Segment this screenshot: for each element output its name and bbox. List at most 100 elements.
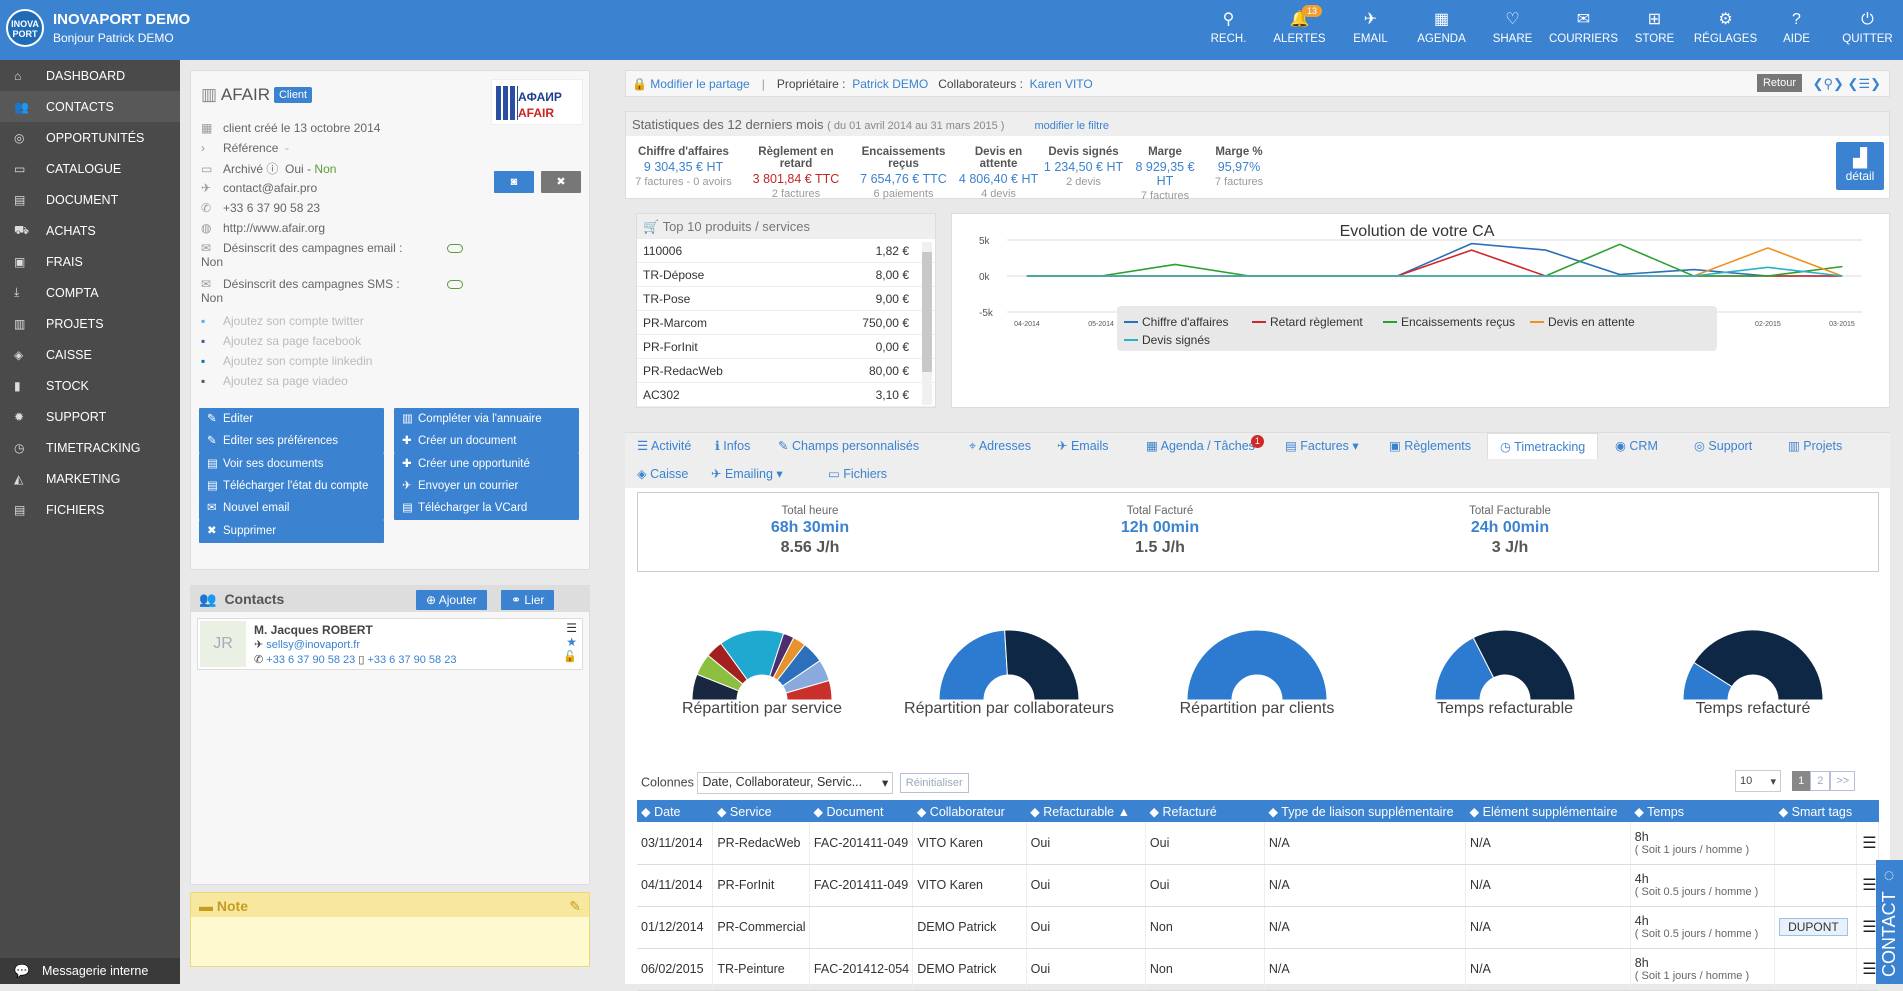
facebook-info[interactable]: ▪ Ajoutez sa page facebook — [201, 334, 361, 348]
legend-label[interactable]: Devis signés — [1142, 333, 1210, 347]
tab-champs-personnalisés[interactable]: ✎ Champs personnalisés — [778, 433, 919, 459]
add-contact-button[interactable]: ⊕ Ajouter — [416, 590, 487, 610]
table-row[interactable]: 03/11/2014 PR-RedacWeb FAC-201411-049 VITO … — [637, 822, 1880, 865]
remove-logo-button[interactable]: ✖ — [541, 171, 581, 193]
nav-power[interactable]: ⏻ QUITTER — [1832, 0, 1903, 60]
donut-slice[interactable] — [938, 629, 1008, 701]
contact-phone[interactable]: +33 6 37 90 58 23 — [266, 654, 356, 666]
owner-link[interactable]: Patrick DEMO — [852, 76, 929, 91]
sidebar-item-frais[interactable]: ▣ FRAIS — [0, 246, 180, 277]
action-button[interactable]: ▤ Voir ses documents — [199, 452, 384, 476]
link-contact-button[interactable]: ⚭ Lier — [501, 590, 555, 610]
twitter-link[interactable]: Ajoutez son compte twitter — [223, 314, 364, 328]
per-page-select[interactable]: 10 ▾ — [1735, 770, 1781, 792]
column-header[interactable]: ◆ Service — [712, 800, 810, 822]
smart-tag[interactable]: DUPONT — [1779, 918, 1848, 936]
action-button[interactable]: ▤ Télécharger l'état du compte — [199, 474, 384, 498]
donut-slice[interactable] — [1186, 629, 1328, 701]
sidebar-item-fichiers[interactable]: ▤ FICHIERS — [0, 494, 180, 525]
action-button[interactable]: ✖ Supprimer — [199, 519, 384, 543]
column-header[interactable] — [1856, 800, 1879, 822]
product-row[interactable]: PR-RedacWeb 80,00 € — [637, 359, 935, 383]
column-header[interactable]: ◆ Type de liaison supplémentaire — [1264, 800, 1466, 822]
twitter-info[interactable]: ▪ Ajoutez son compte twitter — [201, 314, 364, 328]
sidebar-item-marketing[interactable]: ◭ MARKETING — [0, 463, 180, 494]
product-row[interactable]: TR-Dépose 8,00 € — [637, 263, 935, 287]
columns-select[interactable]: Date, Collaborateur, Servic... ▾ — [697, 772, 894, 794]
camera-button[interactable]: ◙ — [494, 171, 534, 193]
sidebar-item-achats[interactable]: ⛟ ACHATS — [0, 215, 180, 246]
action-button[interactable]: ✎ Editer — [199, 408, 384, 431]
action-button[interactable]: ▥ Compléter via l'annuaire — [394, 408, 579, 431]
contact-name[interactable]: M. Jacques ROBERT — [254, 623, 373, 637]
column-header[interactable]: ◆ Elément supplémentaire — [1465, 800, 1631, 822]
tab-caisse[interactable]: ◈ Caisse — [637, 461, 688, 487]
sidebar-item-projets[interactable]: ▥ PROJETS — [0, 308, 180, 339]
nav-calendar[interactable]: ▦ AGENDA — [1406, 0, 1477, 60]
sidebar-item-opportunités[interactable]: ◎ OPPORTUNITÉS — [0, 122, 180, 153]
linkedin-info[interactable]: ▪ Ajoutez son compte linkedin — [201, 354, 372, 368]
donut-slice[interactable] — [1472, 629, 1576, 701]
action-button[interactable]: ✈ Envoyer un courrier — [394, 474, 579, 498]
company-website[interactable]: http://www.afair.org — [223, 221, 326, 235]
top10-scrollbar[interactable] — [922, 242, 932, 405]
collab-link[interactable]: Karen VITO — [1029, 76, 1093, 91]
page-2[interactable]: 2 — [1810, 771, 1831, 791]
modify-share-link[interactable]: Modifier le partage — [650, 76, 750, 91]
nav-envelope[interactable]: ✉ COURRIERS — [1548, 0, 1619, 60]
tab-emailing-[interactable]: ✈ Emailing ▾ — [711, 461, 783, 487]
action-button[interactable]: ✚ Créer une opportunité — [394, 452, 579, 476]
column-header[interactable]: ◆ Document — [809, 800, 913, 822]
facebook-link[interactable]: Ajoutez sa page facebook — [223, 334, 362, 348]
legend-label[interactable]: Retard règlement — [1270, 315, 1363, 329]
tab-factures-[interactable]: ▤ Factures ▾ — [1285, 433, 1359, 459]
action-button[interactable]: ✉ Nouvel email — [199, 497, 384, 521]
table-row[interactable]: 04/11/2014 PR-ForInit FAC-201411-049 VITO K… — [637, 864, 1880, 907]
page-1[interactable]: 1 — [1792, 771, 1811, 791]
donut-slice[interactable] — [1434, 636, 1495, 701]
column-header[interactable]: ◆ Smart tags — [1774, 800, 1857, 822]
contact-card[interactable]: JR M. Jacques ROBERT ✈ sellsy@inovaport.… — [197, 618, 583, 670]
tab-agenda-tâches[interactable]: ▦ Agenda / Tâches1 — [1146, 433, 1264, 459]
row-menu-icon[interactable]: ☰ — [1862, 919, 1877, 936]
column-header[interactable]: ◆ Refacturable ▲ — [1026, 800, 1146, 822]
back-button[interactable]: Retour — [1756, 74, 1802, 92]
unsub-sms-toggle[interactable] — [447, 280, 463, 289]
table-row[interactable]: 01/12/2014 PR-Commercial DEMO Patrick Oui No… — [637, 906, 1880, 949]
sidebar-item-compta[interactable]: ⤓ COMPTA — [0, 277, 180, 308]
tab-activité[interactable]: ☰ Activité — [637, 433, 691, 459]
table-row[interactable]: 06/02/2015 TR-Peinture FAC-201412-054 DEMO … — [637, 948, 1880, 991]
edit-note-icon[interactable]: ✎ — [569, 898, 581, 914]
product-row[interactable]: PR-ForInit 0,00 € — [637, 335, 935, 359]
action-button[interactable]: ▤ Télécharger la VCard — [394, 497, 579, 521]
linkedin-link[interactable]: Ajoutez son compte linkedin — [223, 354, 373, 368]
nav-bell[interactable]: 🔔 ALERTES 13 — [1264, 0, 1335, 60]
donut-slice[interactable] — [785, 679, 833, 701]
page-next[interactable]: >> — [1830, 771, 1856, 791]
sidebar-item-support[interactable]: ✹ SUPPORT — [0, 401, 180, 432]
tab-crm[interactable]: ◉ CRM — [1615, 433, 1658, 459]
contact-mobile[interactable]: +33 6 37 90 58 23 — [367, 654, 457, 666]
sidebar-item-timetracking[interactable]: ◷ TIMETRACKING — [0, 432, 180, 463]
unsub-email-toggle[interactable] — [447, 244, 463, 253]
donut-slice[interactable] — [1693, 629, 1824, 701]
company-email[interactable]: contact@afair.pro — [223, 181, 318, 195]
nav-heart[interactable]: ♡ SHARE — [1477, 0, 1548, 60]
nav-grid[interactable]: ⊞ STORE — [1619, 0, 1690, 60]
tab-fichiers[interactable]: ▭ Fichiers — [828, 461, 887, 487]
product-row[interactable]: 110006 1,82 € — [637, 239, 935, 263]
legend-label[interactable]: Devis en attente — [1548, 315, 1635, 329]
messagerie-button[interactable]: 💬 Messagerie interne — [0, 958, 180, 984]
contact-side-tab[interactable]: CONTACT ◌ — [1876, 860, 1903, 984]
column-header[interactable]: ◆ Date — [637, 800, 713, 822]
action-button[interactable]: ✚ Créer un document — [394, 430, 579, 454]
product-row[interactable]: AC302 3,10 € — [637, 383, 935, 407]
sidebar-item-catalogue[interactable]: ▭ CATALOGUE — [0, 153, 180, 184]
menu-icon[interactable]: ☰ — [566, 621, 577, 635]
column-header[interactable]: ◆ Collaborateur — [912, 800, 1027, 822]
viadeo-info[interactable]: ▪ Ajoutez sa page viadeo — [201, 374, 348, 388]
tab-support[interactable]: ◎ Support — [1694, 433, 1752, 459]
column-header[interactable]: ◆ Refacturé — [1145, 800, 1265, 822]
archive-oui[interactable]: Oui — [285, 162, 304, 176]
company-phone[interactable]: +33 6 37 90 58 23 — [223, 201, 321, 215]
